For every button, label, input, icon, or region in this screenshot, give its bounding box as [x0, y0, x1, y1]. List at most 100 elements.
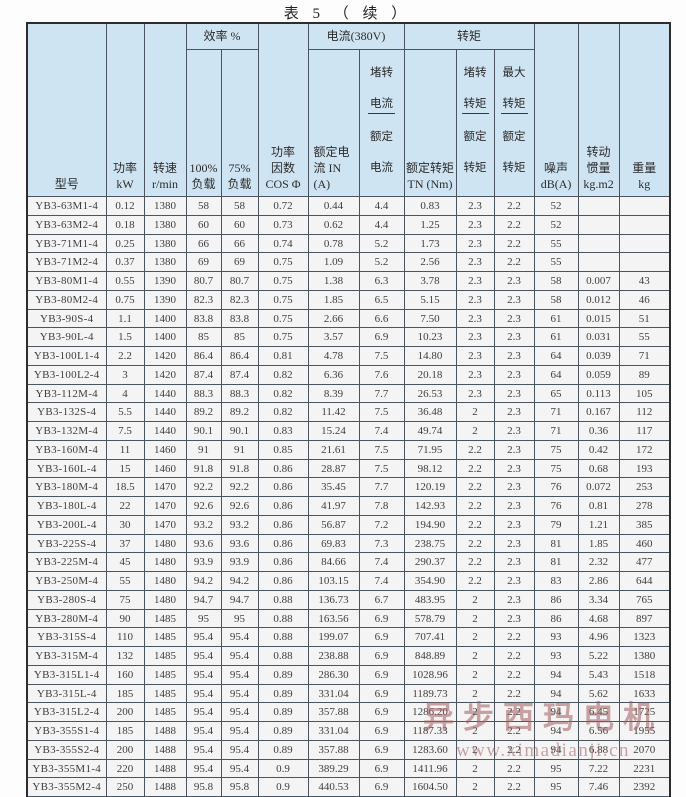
cell-model: YB3-315L-4: [26, 683, 107, 704]
cell-model: YB3-200L-4: [26, 514, 107, 535]
cell-power-kw: 5.5: [105, 402, 145, 423]
cell-speed-rpm: 1400: [143, 327, 187, 348]
cell-weight: 193: [618, 458, 671, 479]
cell-inertia: 0.072: [577, 477, 620, 498]
cell-rated-current: 103.15: [307, 571, 360, 591]
cell-model: YB3-80M1-4: [26, 271, 107, 291]
cell-eff-100: 95.4: [185, 702, 222, 723]
cell-cos-phi: 0.86: [257, 514, 309, 535]
cell-noise: 64: [533, 364, 579, 385]
cell-speed-rpm: 1480: [143, 533, 187, 554]
cell-cos-phi: 0.75: [257, 308, 309, 329]
cell-max-torque-ratio: 2.2: [493, 252, 535, 273]
cell-eff-75: 69: [220, 252, 259, 273]
cell-locked-torque-ratio: 2: [455, 721, 495, 741]
cell-rated-current: 41.97: [307, 496, 360, 516]
cell-locked-current-ratio: 7.7: [358, 383, 405, 404]
cell-model: YB3-100L2-4: [26, 364, 107, 385]
cell-cos-phi: 0.81: [257, 346, 309, 366]
cell-noise: 71: [533, 402, 579, 423]
table-row: YB3-90L-4 1.5 1400 85 85 0.75 3.57 6.9 10.23 2.3 2…: [26, 327, 671, 348]
cell-locked-torque-ratio: 2.2: [455, 439, 495, 460]
table-row: YB3-315L1-4 160 1485 95.4 95.4 0.89 286.30 6.9 1…: [26, 664, 671, 685]
cell-locked-torque-ratio: 2.3: [455, 364, 495, 385]
cell-speed-rpm: 1470: [143, 477, 187, 498]
cell-model: YB3-132S-4: [26, 402, 107, 423]
cell-eff-75: 88.3: [220, 383, 259, 404]
table-row: YB3-355S2-4 200 1488 95.4 95.4 0.89 357.88 6.9 1…: [26, 739, 671, 760]
cell-cos-phi: 0.86: [257, 477, 309, 498]
table-row: YB3-315L-4 185 1485 95.4 95.4 0.89 331.04 6.9 11…: [26, 683, 671, 704]
cell-speed-rpm: 1460: [143, 439, 187, 460]
cell-model: YB3-63M2-4: [26, 214, 107, 235]
cell-speed-rpm: 1488: [143, 777, 187, 797]
cell-power-kw: 22: [105, 496, 145, 516]
cell-rated-current: 21.61: [307, 439, 360, 460]
cell-speed-rpm: 1380: [143, 196, 187, 216]
cell-noise: 58: [533, 271, 579, 291]
cell-eff-100: 90.1: [185, 421, 222, 441]
cell-rated-current: 331.04: [307, 721, 360, 741]
cell-eff-75: 92.6: [220, 496, 259, 516]
cell-eff-100: 95: [185, 608, 222, 629]
cell-eff-75: 95.4: [220, 664, 259, 685]
cell-model: YB3-132M-4: [26, 421, 107, 441]
cell-eff-75: 89.2: [220, 402, 259, 423]
cell-rated-torque: 483.95: [403, 589, 457, 610]
cell-speed-rpm: 1488: [143, 758, 187, 779]
cell-max-torque-ratio: 2.3: [493, 364, 535, 385]
cell-noise: 86: [533, 608, 579, 629]
cell-rated-current: 56.87: [307, 514, 360, 535]
cell-eff-75: 58: [220, 196, 259, 216]
cell-locked-current-ratio: 6.9: [358, 664, 405, 685]
cell-rated-current: 15.24: [307, 421, 360, 441]
cell-noise: 83: [533, 571, 579, 591]
table-row: YB3-80M1-4 0.55 1390 80.7 80.7 0.75 1.38 6.3 3.7…: [26, 271, 671, 291]
cell-noise: 52: [533, 214, 579, 235]
cell-rated-torque: 1.25: [403, 214, 457, 235]
cell-locked-current-ratio: 5.2: [358, 252, 405, 273]
cell-weight: 112: [618, 402, 671, 423]
cell-speed-rpm: 1470: [143, 514, 187, 535]
cell-rated-torque: 71.95: [403, 439, 457, 460]
cell-weight: 71: [618, 346, 671, 366]
cell-max-torque-ratio: 2.2: [493, 777, 535, 797]
cell-locked-torque-ratio: 2.2: [455, 533, 495, 554]
cell-speed-rpm: 1488: [143, 739, 187, 760]
cell-model: YB3-280S-4: [26, 589, 107, 610]
cell-locked-current-ratio: 7.5: [358, 439, 405, 460]
cell-model: YB3-355S2-4: [26, 739, 107, 760]
cell-locked-current-ratio: 6.3: [358, 271, 405, 291]
cell-weight: 477: [618, 552, 671, 573]
table-row: YB3-63M1-4 0.12 1380 58 58 0.72 0.44 4.4 0.83 2.3…: [26, 196, 671, 216]
cell-rated-current: 1.85: [307, 289, 360, 310]
cell-power-kw: 0.55: [105, 271, 145, 291]
cell-power-kw: 0.18: [105, 214, 145, 235]
cell-locked-torque-ratio: 2.3: [455, 327, 495, 348]
cell-rated-current: 199.07: [307, 627, 360, 648]
cell-rated-torque: 1189.73: [403, 683, 457, 704]
cell-power-kw: 30: [105, 514, 145, 535]
cell-rated-torque: 14.80: [403, 346, 457, 366]
cell-locked-current-ratio: 7.5: [358, 458, 405, 479]
header-eff-75: 75% 负载: [220, 48, 259, 198]
cell-eff-75: 95.8: [220, 777, 259, 797]
table-row: YB3-180M-4 18.5 1470 92.2 92.2 0.86 35.45 7.7 12…: [26, 477, 671, 498]
cell-max-torque-ratio: 2.2: [493, 739, 535, 760]
cell-power-kw: 11: [105, 439, 145, 460]
table-row: YB3-355S1-4 185 1488 95.4 95.4 0.89 331.04 6.9 1…: [26, 721, 671, 741]
cell-max-torque-ratio: 2.3: [493, 496, 535, 516]
cell-eff-100: 82.3: [185, 289, 222, 310]
cell-noise: 65: [533, 383, 579, 404]
cell-weight: 1518: [618, 664, 671, 685]
cell-inertia: 6.88: [577, 739, 620, 760]
cell-inertia: 6.45: [577, 702, 620, 723]
cell-weight: 644: [618, 571, 671, 591]
cell-eff-100: 93.6: [185, 533, 222, 554]
cell-max-torque-ratio: 2.2: [493, 214, 535, 235]
cell-model: YB3-160M-4: [26, 439, 107, 460]
cell-rated-torque: 1411.96: [403, 758, 457, 779]
cell-noise: 86: [533, 589, 579, 610]
header-group-row: 型号 功率 kW 转速 r/min 效率 % 功率 因数 COS Φ 电流(38…: [26, 22, 671, 198]
